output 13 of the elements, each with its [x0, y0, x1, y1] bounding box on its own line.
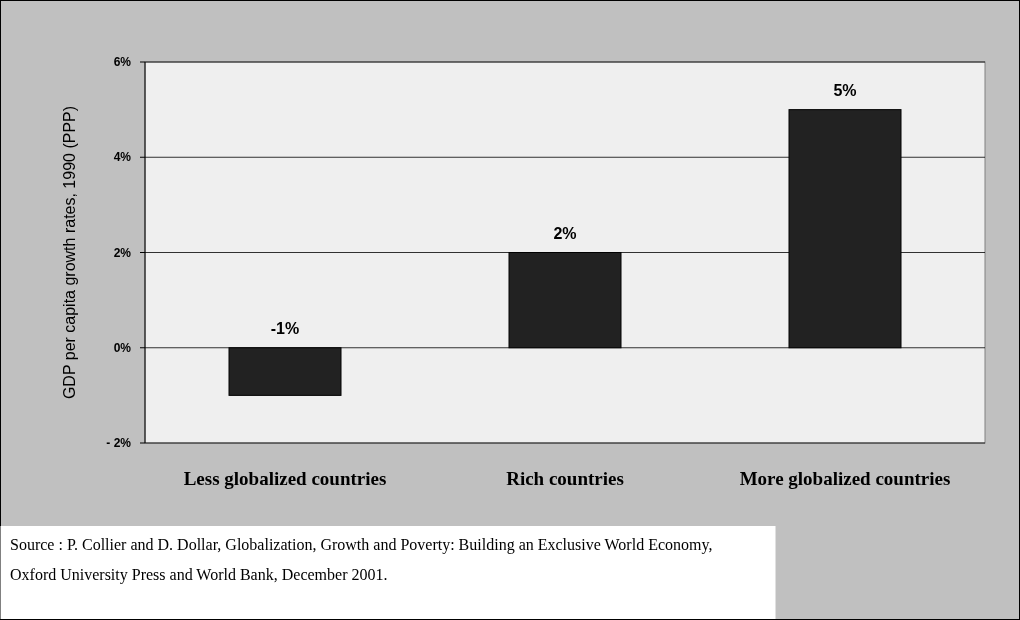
source-note: Source : P. Collier and D. Dollar, Globalization, Growth and Poverty: Building an Exclusive World Economy, Oxford University Press and World Bank, December 2001. [10, 536, 713, 584]
data-label: -1% [270, 319, 300, 337]
y-tick-label: 2% [113, 245, 132, 260]
data-label: 2% [553, 224, 577, 242]
data-label: 5% [833, 81, 857, 99]
x-tick-label: More globalized countries [739, 468, 951, 489]
y-tick-label: - 2% [106, 436, 132, 451]
x-tick-label: Rich countries [506, 468, 624, 489]
y-tick-label: 0% [113, 340, 132, 355]
y-tick-label: 6% [113, 55, 132, 70]
y-axis-title: GDP per capita growth rates, 1990 (PPP) [61, 105, 78, 400]
x-tick-label: Less globalized countries [183, 468, 387, 489]
y-tick-label: 4% [113, 150, 132, 165]
